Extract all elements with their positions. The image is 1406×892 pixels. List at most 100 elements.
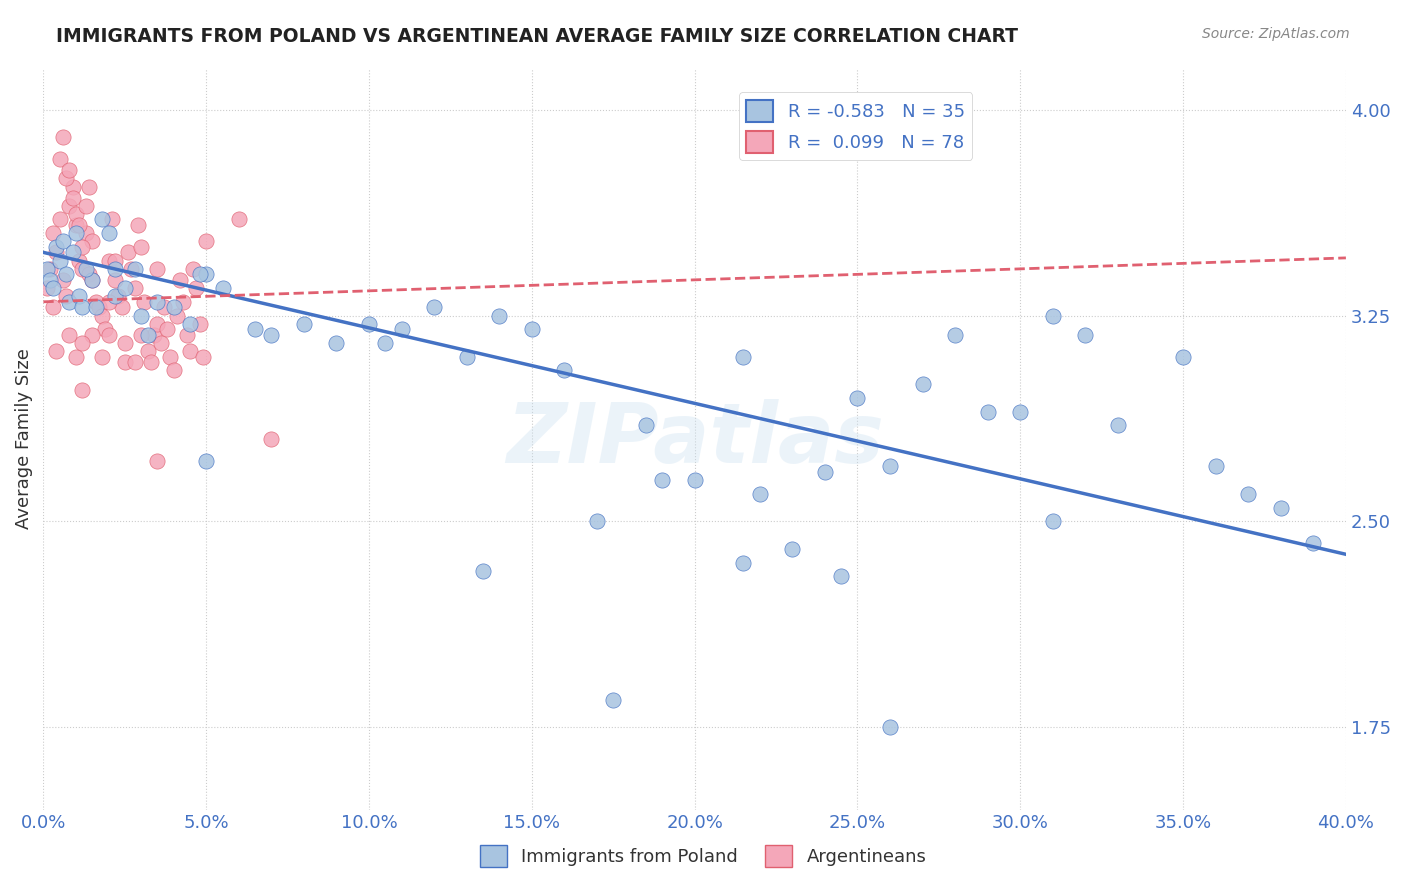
Point bbox=[163, 363, 186, 377]
Point bbox=[84, 300, 107, 314]
Legend: R = -0.583   N = 35, R =  0.099   N = 78: R = -0.583 N = 35, R = 0.099 N = 78 bbox=[740, 93, 972, 160]
Point bbox=[91, 212, 114, 227]
Point bbox=[48, 152, 70, 166]
Point bbox=[134, 294, 156, 309]
Text: IMMIGRANTS FROM POLAND VS ARGENTINEAN AVERAGE FAMILY SIZE CORRELATION CHART: IMMIGRANTS FROM POLAND VS ARGENTINEAN AV… bbox=[56, 27, 1018, 45]
Point bbox=[1010, 404, 1032, 418]
Point bbox=[260, 432, 283, 446]
Point bbox=[42, 281, 65, 295]
Point bbox=[1107, 418, 1129, 433]
Point bbox=[124, 355, 146, 369]
Point bbox=[814, 465, 837, 479]
Point bbox=[75, 199, 97, 213]
Point bbox=[325, 335, 347, 350]
Point bbox=[72, 335, 94, 350]
Point bbox=[55, 268, 77, 282]
Point bbox=[97, 253, 120, 268]
Point bbox=[748, 487, 770, 501]
Point bbox=[195, 268, 218, 282]
Point bbox=[1237, 487, 1260, 501]
Point bbox=[39, 261, 62, 276]
Point bbox=[42, 226, 65, 240]
Point bbox=[782, 541, 804, 556]
Point bbox=[82, 235, 104, 249]
Point bbox=[104, 273, 127, 287]
Point bbox=[520, 322, 543, 336]
Point bbox=[52, 273, 75, 287]
Point bbox=[72, 300, 94, 314]
Point bbox=[423, 300, 446, 314]
Point bbox=[1074, 327, 1097, 342]
Point bbox=[136, 344, 159, 359]
Point bbox=[42, 300, 65, 314]
Point bbox=[65, 226, 87, 240]
Text: ZIPatlas: ZIPatlas bbox=[506, 399, 883, 480]
Point bbox=[45, 344, 67, 359]
Point bbox=[1302, 536, 1324, 550]
Point bbox=[58, 163, 80, 178]
Point bbox=[45, 245, 67, 260]
Point bbox=[48, 212, 70, 227]
Point bbox=[683, 473, 706, 487]
Point bbox=[82, 273, 104, 287]
Point bbox=[172, 294, 194, 309]
Y-axis label: Average Family Size: Average Family Size bbox=[15, 349, 32, 530]
Point bbox=[879, 720, 901, 734]
Point bbox=[139, 355, 162, 369]
Point bbox=[846, 391, 869, 405]
Point bbox=[82, 273, 104, 287]
Point bbox=[146, 454, 169, 468]
Point bbox=[191, 350, 214, 364]
Point bbox=[97, 294, 120, 309]
Point bbox=[124, 261, 146, 276]
Point bbox=[260, 327, 283, 342]
Point bbox=[195, 454, 218, 468]
Point bbox=[292, 317, 315, 331]
Point bbox=[1042, 309, 1064, 323]
Point bbox=[166, 309, 188, 323]
Point bbox=[52, 235, 75, 249]
Point bbox=[104, 253, 127, 268]
Point bbox=[110, 300, 132, 314]
Point bbox=[107, 289, 129, 303]
Point bbox=[181, 261, 204, 276]
Point bbox=[634, 418, 657, 433]
Point bbox=[58, 327, 80, 342]
Point bbox=[55, 289, 77, 303]
Point bbox=[156, 322, 179, 336]
Text: Source: ZipAtlas.com: Source: ZipAtlas.com bbox=[1202, 27, 1350, 41]
Point bbox=[62, 179, 84, 194]
Point bbox=[114, 355, 136, 369]
Point bbox=[75, 261, 97, 276]
Point bbox=[149, 335, 172, 350]
Point bbox=[169, 273, 191, 287]
Point bbox=[586, 514, 609, 528]
Point bbox=[129, 327, 152, 342]
Point bbox=[602, 692, 624, 706]
Point bbox=[67, 289, 90, 303]
Point bbox=[879, 459, 901, 474]
Point bbox=[188, 268, 211, 282]
Point bbox=[1270, 500, 1292, 515]
Point bbox=[127, 218, 149, 232]
Point bbox=[733, 556, 755, 570]
Point bbox=[48, 253, 70, 268]
Point bbox=[243, 322, 266, 336]
Point bbox=[129, 240, 152, 254]
Point bbox=[114, 281, 136, 295]
Point bbox=[72, 240, 94, 254]
Point bbox=[55, 171, 77, 186]
Point bbox=[159, 350, 181, 364]
Point bbox=[124, 281, 146, 295]
Point bbox=[62, 245, 84, 260]
Point bbox=[163, 300, 186, 314]
Point bbox=[129, 309, 152, 323]
Point bbox=[77, 268, 100, 282]
Point bbox=[186, 281, 208, 295]
Point bbox=[830, 569, 852, 583]
Point bbox=[87, 300, 110, 314]
Point bbox=[1171, 350, 1194, 364]
Point bbox=[651, 473, 673, 487]
Point bbox=[72, 383, 94, 397]
Point bbox=[456, 350, 478, 364]
